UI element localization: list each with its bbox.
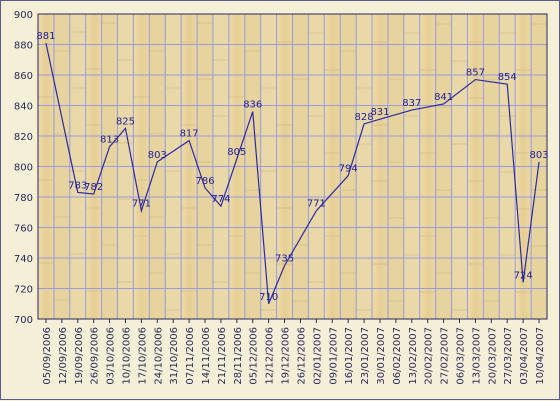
data-label: 837 [402, 98, 421, 109]
data-label: 831 [370, 107, 389, 118]
x-tick-label: 13/02/2007 [408, 327, 419, 385]
x-tick-label: 27/02/2007 [440, 327, 451, 385]
y-tick-label: 860 [14, 71, 33, 82]
y-tick-label: 780 [14, 193, 33, 204]
data-label: 794 [339, 164, 358, 175]
x-tick-label: 03/10/2006 [106, 327, 117, 385]
x-tick-label: 06/02/2007 [392, 327, 403, 385]
data-label: 782 [84, 182, 103, 193]
x-tick-label: 13/03/2007 [471, 327, 482, 385]
x-tick-label: 28/11/2006 [233, 327, 244, 385]
data-label: 854 [498, 72, 517, 83]
x-tick-label: 17/10/2006 [137, 327, 148, 385]
x-tick-label: 16/01/2007 [344, 327, 355, 385]
x-tick-label: 30/01/2007 [376, 327, 387, 385]
data-label: 786 [195, 176, 214, 187]
data-label: 805 [227, 147, 246, 158]
x-tick-label: 10/10/2006 [121, 327, 132, 385]
data-label: 710 [259, 292, 278, 303]
data-label: 774 [211, 194, 230, 205]
x-tick-label: 20/03/2007 [487, 327, 498, 385]
data-label: 828 [355, 112, 374, 123]
y-tick-label: 740 [14, 254, 33, 265]
x-tick-label: 07/11/2006 [185, 327, 196, 385]
y-tick-label: 820 [14, 132, 33, 143]
x-tick-label: 31/10/2006 [169, 327, 180, 385]
y-tick-label: 700 [14, 315, 33, 326]
data-label: 783 [68, 180, 87, 191]
x-tick-label: 05/09/2006 [42, 327, 53, 385]
y-tick-label: 720 [14, 285, 33, 296]
x-tick-label: 21/11/2006 [217, 327, 228, 385]
x-tick-label: 26/12/2006 [296, 327, 307, 385]
data-label: 771 [307, 199, 326, 210]
data-label: 813 [100, 135, 119, 146]
y-tick-label: 800 [14, 163, 33, 174]
data-label: 841 [434, 92, 453, 103]
x-tick-label: 12/09/2006 [58, 327, 69, 385]
x-tick-label: 14/11/2006 [201, 327, 212, 385]
series-line [45, 42, 540, 304]
x-tick-label: 05/12/2006 [249, 327, 260, 385]
y-tick-label: 760 [14, 224, 33, 235]
x-tick-label: 02/01/2007 [312, 327, 323, 385]
x-tick-label: 27/03/2007 [503, 327, 514, 385]
x-tick-label: 06/03/2007 [456, 327, 467, 385]
x-tick-label: 23/01/2007 [360, 327, 371, 385]
x-tick-label: 09/01/2007 [328, 327, 339, 385]
y-tick-label: 840 [14, 102, 33, 113]
data-label: 724 [514, 270, 533, 281]
x-tick-label: 19/09/2006 [74, 327, 85, 385]
data-label: 857 [466, 68, 485, 79]
data-label: 771 [132, 199, 151, 210]
data-label: 735 [275, 254, 294, 265]
data-label: 836 [243, 100, 262, 111]
x-tick-label: 12/12/2006 [265, 327, 276, 385]
x-tick-label: 10/04/2007 [535, 327, 546, 385]
plot-border [37, 13, 548, 320]
data-label: 803 [530, 150, 549, 161]
x-tick-label: 24/10/2006 [153, 327, 164, 385]
x-tick-label: 20/02/2007 [424, 327, 435, 385]
data-label: 817 [180, 129, 199, 140]
data-label: 881 [36, 31, 55, 42]
x-tick-label: 26/09/2006 [90, 327, 101, 385]
x-tick-label: 03/04/2007 [519, 327, 530, 385]
y-tick-label: 880 [14, 41, 33, 52]
data-label: 825 [116, 116, 135, 127]
y-tick-label: 900 [14, 10, 33, 21]
data-label: 803 [148, 150, 167, 161]
x-tick-label: 19/12/2006 [281, 327, 292, 385]
